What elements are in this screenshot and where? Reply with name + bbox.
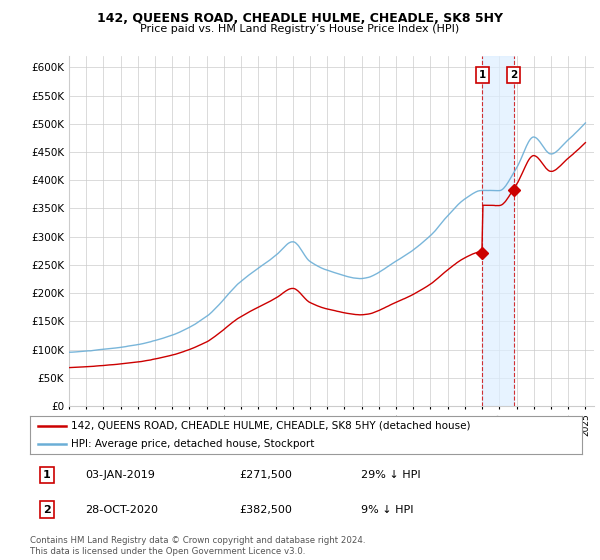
Text: 29% ↓ HPI: 29% ↓ HPI <box>361 470 421 480</box>
Bar <box>482 56 514 406</box>
Text: 2: 2 <box>43 505 50 515</box>
Text: 9% ↓ HPI: 9% ↓ HPI <box>361 505 414 515</box>
Text: Price paid vs. HM Land Registry’s House Price Index (HPI): Price paid vs. HM Land Registry’s House … <box>140 24 460 34</box>
Text: £271,500: £271,500 <box>240 470 293 480</box>
Text: 1: 1 <box>43 470 50 480</box>
Text: 1: 1 <box>479 69 486 80</box>
Text: HPI: Average price, detached house, Stockport: HPI: Average price, detached house, Stoc… <box>71 439 315 449</box>
Text: 2: 2 <box>510 69 517 80</box>
Text: £382,500: £382,500 <box>240 505 293 515</box>
Text: 142, QUEENS ROAD, CHEADLE HULME, CHEADLE, SK8 5HY (detached house): 142, QUEENS ROAD, CHEADLE HULME, CHEADLE… <box>71 421 471 431</box>
Text: 28-OCT-2020: 28-OCT-2020 <box>85 505 158 515</box>
Text: 03-JAN-2019: 03-JAN-2019 <box>85 470 155 480</box>
Text: 142, QUEENS ROAD, CHEADLE HULME, CHEADLE, SK8 5HY: 142, QUEENS ROAD, CHEADLE HULME, CHEADLE… <box>97 12 503 25</box>
Text: Contains HM Land Registry data © Crown copyright and database right 2024.
This d: Contains HM Land Registry data © Crown c… <box>30 536 365 556</box>
